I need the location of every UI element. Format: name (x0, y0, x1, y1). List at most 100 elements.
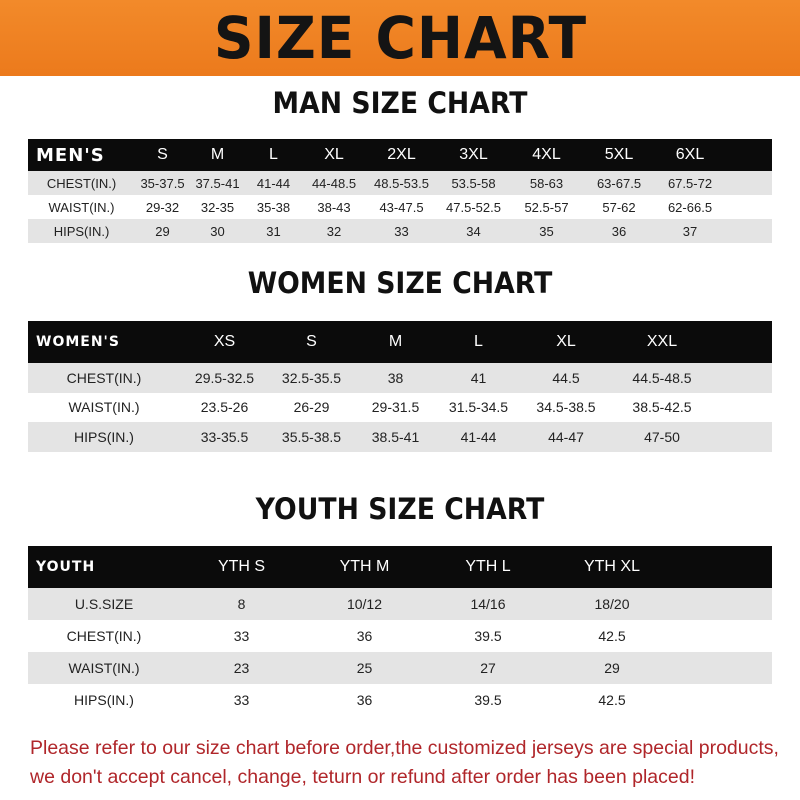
size-cell: 44-47 (548, 428, 584, 445)
size-cell: 42.5 (598, 628, 626, 644)
table-row: HIPS(IN.) 33 36 39.5 42.5 (28, 684, 772, 716)
size-cell: 33 (394, 223, 409, 239)
row-label: MEN'S (36, 144, 105, 166)
size-cell: 41-44 (256, 175, 291, 191)
size-cell: 41-44 (460, 428, 497, 445)
size-cell: M (388, 333, 403, 350)
size-cell: 23 (233, 660, 250, 676)
size-cell: 2XL (387, 146, 416, 163)
size-cell: 67.5-72 (667, 175, 713, 191)
size-cell: 38 (387, 369, 404, 386)
size-cell: XL (556, 333, 576, 350)
size-cell: 33-35.5 (200, 428, 249, 445)
size-cell: 34 (466, 223, 481, 239)
size-cell: 32.5-35.5 (281, 369, 342, 386)
size-cell: 35 (539, 223, 554, 239)
size-cell: L (269, 146, 278, 163)
size-cell: 44.5 (552, 369, 580, 386)
size-cell: L (474, 333, 483, 350)
size-cell: 47.5-52.5 (446, 199, 501, 215)
size-cell: 18/20 (594, 596, 630, 612)
table-row: HIPS(IN.) 33-35.5 35.5-38.5 38.5-41 41-44 44-… (28, 422, 772, 452)
size-cell: 48.5-53.5 (374, 175, 429, 191)
size-cell: 6XL (675, 146, 705, 163)
row-label: WAIST(IN.) (68, 399, 140, 416)
size-cell: 53.5-58 (451, 175, 496, 191)
size-cell: 33 (233, 628, 250, 644)
size-cell: 44-48.5 (311, 175, 357, 191)
size-cell: 35-38 (256, 199, 291, 215)
size-cell: 4XL (532, 146, 561, 163)
size-cell: 36 (356, 628, 373, 644)
size-cell: 29-32 (145, 199, 180, 215)
row-label: CHEST(IN.) (46, 175, 117, 191)
size-cell: YTH S (217, 558, 266, 575)
size-chart-banner: SIZE CHART (0, 0, 800, 76)
size-cell: 27 (480, 660, 496, 676)
row-label: WAIST(IN.) (68, 660, 140, 676)
table-row: CHEST(IN.) 35-37.5 37.5-41 41-44 44-48.5 48.5… (28, 171, 772, 195)
notice-line-2: we don't accept cancel, change, teturn o… (30, 766, 695, 788)
size-cell: 29-31.5 (371, 399, 420, 416)
size-cell: 43-47.5 (379, 199, 424, 215)
size-cell: XL (324, 146, 344, 163)
table-header-row: YOUTH YTH S YTH M YTH L YTH XL (28, 546, 772, 588)
table-header-row: MEN'S S M L XL 2XL 3XL 4XL 5XL 6XL (28, 139, 772, 171)
size-cell: 8 (237, 596, 246, 612)
size-cell: 47-50 (644, 428, 680, 445)
size-cell: 10/12 (346, 596, 383, 612)
size-cell: 42.5 (598, 692, 626, 708)
size-cell: 62-66.5 (667, 199, 713, 215)
size-cell: YTH M (339, 558, 390, 575)
size-cell: 32-35 (200, 199, 235, 215)
size-cell: XS (213, 333, 236, 350)
men-size-table: MEN'S S M L XL 2XL 3XL 4XL 5XL 6XL CHEST(IN.) 35-37… (28, 139, 772, 243)
size-cell: 38.5-42.5 (632, 399, 692, 416)
size-cell: S (306, 333, 317, 350)
size-cell: 36 (611, 223, 627, 239)
size-cell: YTH L (465, 558, 511, 575)
size-cell: 52.5-57 (524, 199, 569, 215)
size-cell: 35-37.5 (140, 175, 185, 191)
size-cell: 33 (233, 692, 250, 708)
men-section-title: MAN SIZE CHART (272, 86, 528, 120)
size-cell: 14/16 (470, 596, 506, 612)
table-row: WAIST(IN.) 23 25 27 29 (28, 652, 772, 684)
row-label: U.S.SIZE (74, 596, 134, 612)
women-size-table: WOMEN'S XS S M L XL XXL CHEST(IN.) 29.5-32.5 32.5… (28, 321, 772, 452)
size-cell: 38.5-41 (371, 428, 420, 445)
size-cell: 3XL (459, 146, 488, 163)
women-section-title: WOMEN SIZE CHART (247, 266, 553, 300)
size-cell: 41 (470, 369, 487, 386)
table-header-row: WOMEN'S XS S M L XL XXL (28, 321, 772, 363)
table-row: U.S.SIZE 8 10/12 14/16 18/20 (28, 588, 772, 620)
size-cell: 34.5-38.5 (536, 399, 596, 416)
banner-title: SIZE CHART (213, 4, 587, 72)
size-cell: 32 (326, 223, 342, 239)
size-cell: 29.5-32.5 (194, 369, 255, 386)
youth-section-title: YOUTH SIZE CHART (255, 492, 545, 526)
size-cell: 63-67.5 (596, 175, 642, 191)
row-label: CHEST(IN.) (66, 369, 142, 386)
size-cell: XXL (646, 333, 678, 350)
size-cell: 39.5 (474, 628, 502, 644)
row-label: CHEST(IN.) (66, 628, 142, 644)
notice-line-1: Please refer to our size chart before or… (30, 737, 779, 759)
size-cell: 58-63 (529, 175, 564, 191)
size-cell: 5XL (604, 146, 634, 163)
row-label: YOUTH (36, 559, 96, 575)
youth-size-table: YOUTH YTH S YTH M YTH L YTH XL U.S.SIZE 8 10/12… (28, 546, 772, 716)
size-cell: 31.5-34.5 (448, 399, 509, 416)
size-cell: 26-29 (293, 399, 330, 416)
size-cell: S (157, 146, 168, 163)
order-notice: Please refer to our size chart before or… (30, 734, 790, 792)
size-cell: 37.5-41 (195, 175, 240, 191)
size-cell: M (210, 146, 225, 163)
size-cell: YTH XL (583, 558, 640, 575)
size-cell: 38-43 (317, 199, 351, 215)
size-cell: 35.5-38.5 (281, 428, 342, 445)
row-label: WAIST(IN.) (48, 199, 115, 215)
size-cell: 30 (210, 223, 225, 239)
row-label: HIPS(IN.) (74, 428, 134, 445)
size-cell: 31 (266, 223, 281, 239)
